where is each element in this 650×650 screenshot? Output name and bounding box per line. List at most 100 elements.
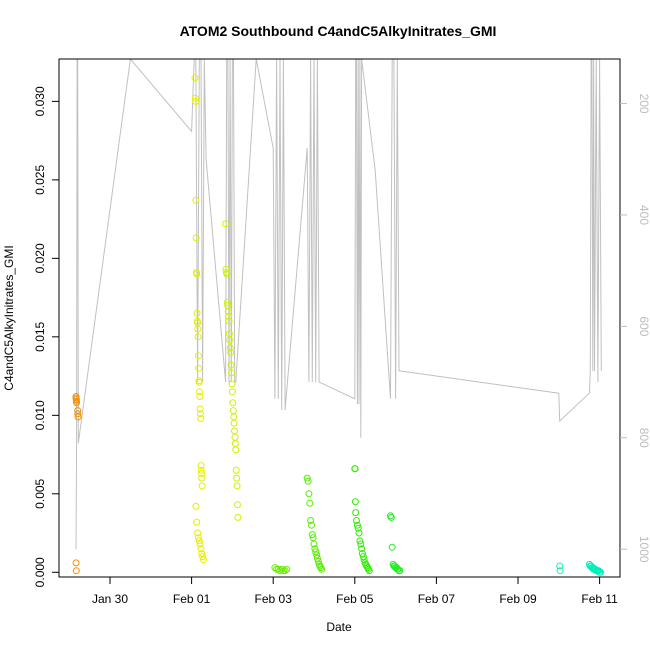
- data-point: [225, 312, 233, 320]
- data-point: [354, 524, 362, 532]
- data-point: [191, 74, 199, 82]
- data-point: [304, 477, 312, 485]
- data-point: [72, 567, 80, 575]
- data-point: [74, 410, 82, 418]
- data-point: [196, 540, 204, 548]
- data-point: [196, 405, 204, 413]
- data-point: [597, 568, 604, 576]
- data-point: [234, 513, 242, 521]
- y-tick-label: 0.015: [33, 321, 47, 351]
- data-point: [314, 557, 322, 565]
- y-tick-label: 0.005: [33, 478, 47, 508]
- data-point: [306, 499, 314, 507]
- data-point: [231, 433, 239, 441]
- data-point: [195, 537, 203, 545]
- data-point: [351, 498, 359, 506]
- y-axis-right: 200 400 600 800 1000: [620, 94, 650, 563]
- data-point: [198, 550, 206, 557]
- data-point: [197, 415, 205, 422]
- x-axis-label: Date: [326, 620, 352, 634]
- data-point: [193, 309, 201, 317]
- data-point: [311, 545, 319, 553]
- data-point: [232, 466, 240, 474]
- data-point: [222, 265, 230, 273]
- data-point: [274, 565, 282, 573]
- data-point: [305, 490, 313, 498]
- data-point: [312, 548, 320, 556]
- data-point: [197, 545, 205, 553]
- data-point: [195, 364, 203, 372]
- data-point: [358, 545, 366, 553]
- data-point: [229, 399, 237, 407]
- data-point: [227, 361, 235, 369]
- data-point: [281, 567, 289, 575]
- data-point: [222, 220, 230, 228]
- data-point: [227, 349, 235, 356]
- data-point: [313, 551, 321, 559]
- x-axis: Jan 30 Feb 01 Feb 03 Feb 05 Feb 07 Feb 09 Feb …: [92, 577, 618, 606]
- data-point: [194, 352, 202, 360]
- altitude-trace-line: [75, 57, 602, 550]
- x-tick-label: Feb 11: [581, 592, 618, 606]
- y-tick-label: 0.030: [33, 86, 47, 116]
- data-point: [194, 333, 202, 341]
- data-point: [359, 553, 367, 561]
- data-point: [192, 196, 200, 204]
- data-point: [283, 565, 291, 573]
- data-point: [228, 388, 236, 396]
- data-point: [198, 469, 205, 477]
- data-point: [72, 559, 80, 567]
- data-point: [191, 94, 199, 102]
- data-point: [355, 529, 363, 537]
- data-point: [276, 567, 284, 575]
- right-tick-label: 1000: [637, 536, 650, 563]
- data-point: [313, 554, 321, 562]
- chart-title: ATOM2 Southbound C4andC5AlkyInitrates_GM…: [180, 23, 497, 39]
- y-tick-label: 0.020: [33, 243, 47, 273]
- x-tick-label: Feb 09: [499, 592, 537, 606]
- data-point: [198, 474, 206, 482]
- data-point: [232, 446, 240, 454]
- data-point: [196, 393, 204, 400]
- data-point: [231, 427, 238, 435]
- x-tick-label: Feb 05: [336, 592, 374, 606]
- data-point: [74, 413, 82, 421]
- data-point: [308, 531, 316, 539]
- data-point: [230, 413, 238, 421]
- data-point: [193, 518, 201, 526]
- x-tick-label: Feb 07: [418, 592, 456, 606]
- data-point: [200, 556, 207, 564]
- data-point: [231, 440, 239, 448]
- data-point: [228, 380, 236, 388]
- data-point: [364, 565, 372, 573]
- data-point: [192, 502, 200, 510]
- data-point: [396, 567, 404, 575]
- data-point: [353, 517, 360, 524]
- data-point: [307, 517, 315, 524]
- data-point: [388, 543, 396, 551]
- x-tick-label: Feb 03: [255, 592, 293, 606]
- data-point: [365, 567, 373, 575]
- data-point: [229, 407, 237, 415]
- y-tick-label: 0.000: [33, 557, 47, 587]
- data-point: [303, 474, 311, 482]
- right-tick-label: 800: [637, 428, 650, 448]
- data-point: [194, 529, 202, 537]
- data-point: [271, 564, 279, 572]
- data-point: [194, 534, 202, 542]
- data-point: [198, 482, 206, 490]
- data-point: [233, 474, 241, 482]
- data-point: [387, 513, 395, 521]
- data-point: [351, 465, 359, 473]
- data-point: [278, 565, 286, 573]
- plot-box: [58, 58, 621, 578]
- data-point: [308, 521, 315, 529]
- data-point: [194, 325, 202, 333]
- data-point: [199, 553, 207, 561]
- y-axis-label: C4andC5AlkyInitrates_GMI: [2, 245, 16, 390]
- data-point: [193, 270, 201, 278]
- data-point: [226, 344, 234, 352]
- data-point: [195, 378, 203, 386]
- data-point: [226, 336, 234, 344]
- x-tick-label: Feb 01: [173, 592, 211, 606]
